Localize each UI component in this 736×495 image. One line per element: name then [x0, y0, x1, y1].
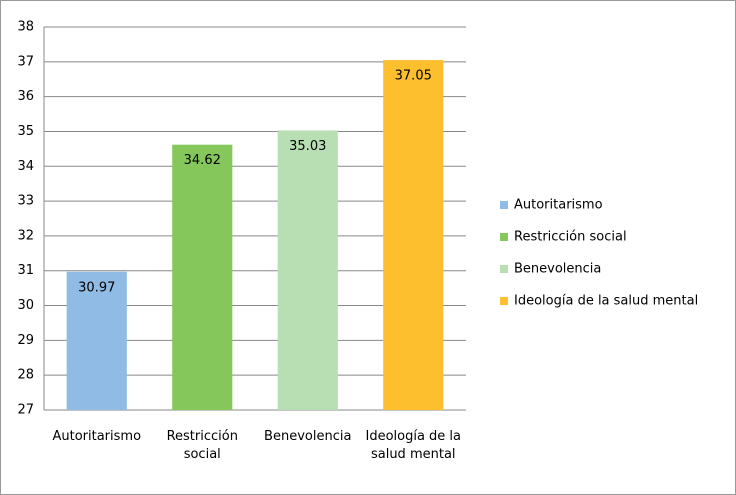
x-tick-label: Benevolencia	[264, 429, 352, 444]
x-tick-label: Autoritarismo	[52, 429, 142, 444]
bar	[277, 130, 338, 410]
bar	[66, 271, 127, 410]
bar	[383, 60, 444, 411]
y-tick-label: 31	[17, 263, 34, 278]
legend-label: Ideología de la salud mental	[514, 294, 698, 309]
y-tick-label: 35	[17, 124, 34, 139]
bar	[172, 144, 233, 410]
legend-label: Restricción social	[514, 230, 627, 245]
value-label: 37.05	[395, 69, 432, 84]
legend-swatch	[500, 265, 508, 273]
legend-label: Benevolencia	[514, 262, 601, 277]
x-tick-label: Ideología de la salud mental	[365, 429, 462, 462]
y-tick-label: 30	[17, 298, 34, 313]
y-tick-label: 27	[17, 403, 34, 418]
value-label: 34.62	[184, 153, 221, 168]
legend-swatch	[500, 233, 508, 241]
y-tick-label: 33	[17, 194, 34, 209]
legend-swatch	[500, 201, 508, 209]
y-tick-label: 38	[17, 20, 34, 35]
y-tick-label: 32	[17, 228, 34, 243]
y-tick-label: 29	[17, 333, 34, 348]
legend-label: Autoritarismo	[514, 198, 603, 213]
legend-swatch	[500, 297, 508, 305]
value-label: 35.03	[289, 139, 326, 154]
value-label: 30.97	[78, 280, 115, 295]
x-tick-label: Restricción social	[166, 429, 238, 462]
y-tick-label: 28	[17, 368, 34, 383]
y-tick-label: 34	[17, 159, 34, 174]
y-tick-label: 36	[17, 89, 34, 104]
y-tick-label: 37	[17, 54, 34, 69]
